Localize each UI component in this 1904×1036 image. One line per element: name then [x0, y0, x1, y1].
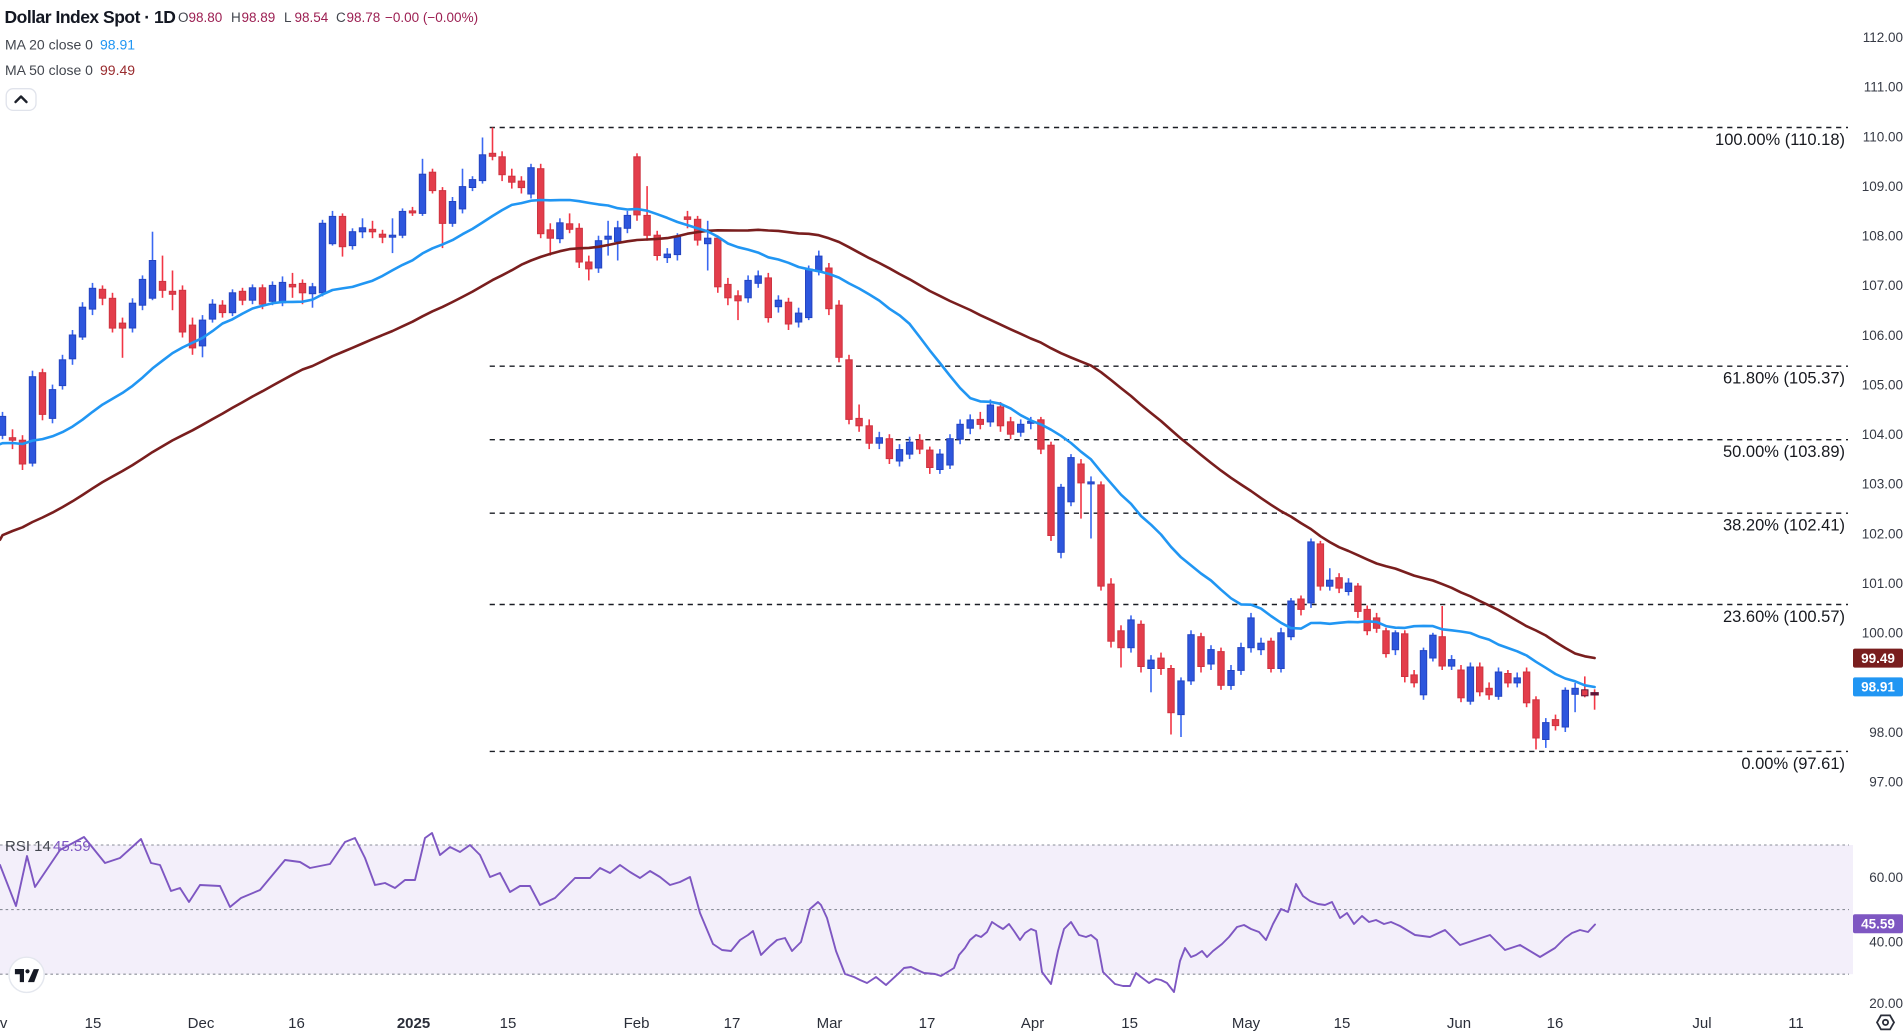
svg-text:108.00: 108.00 — [1862, 229, 1903, 244]
svg-text:15: 15 — [85, 1015, 102, 1032]
svg-text:98.89: 98.89 — [242, 10, 276, 25]
svg-text:109.00: 109.00 — [1862, 179, 1903, 194]
svg-text:40.00: 40.00 — [1869, 935, 1903, 950]
svg-text:O: O — [178, 10, 189, 25]
svg-text:107.00: 107.00 — [1862, 278, 1903, 293]
svg-text:−0.00 (−0.00%): −0.00 (−0.00%) — [385, 10, 478, 25]
svg-text:23.60% (100.57): 23.60% (100.57) — [1723, 608, 1845, 626]
svg-text:L: L — [284, 10, 292, 25]
svg-text:Dollar Index Spot · 1D: Dollar Index Spot · 1D — [5, 7, 176, 27]
svg-text:17: 17 — [724, 1015, 741, 1032]
svg-text:15: 15 — [500, 1015, 517, 1032]
svg-text:102.00: 102.00 — [1862, 526, 1903, 541]
svg-text:111.00: 111.00 — [1864, 80, 1903, 95]
svg-text:2025: 2025 — [397, 1015, 430, 1032]
svg-text:20.00: 20.00 — [1869, 996, 1903, 1011]
svg-text:112.00: 112.00 — [1863, 30, 1903, 45]
svg-text:RSI 14: RSI 14 — [5, 838, 51, 855]
svg-text:Jun: Jun — [1447, 1015, 1471, 1032]
svg-text:Dec: Dec — [188, 1015, 215, 1032]
svg-text:99.49: 99.49 — [1861, 651, 1895, 666]
svg-text:38.20% (102.41): 38.20% (102.41) — [1723, 517, 1845, 535]
svg-text:16: 16 — [288, 1015, 305, 1032]
svg-text:15: 15 — [1334, 1015, 1351, 1032]
svg-text:45.59: 45.59 — [1861, 917, 1895, 932]
svg-text:Apr: Apr — [1021, 1015, 1044, 1032]
svg-text:98.80: 98.80 — [189, 10, 223, 25]
svg-text:98.54: 98.54 — [295, 10, 329, 25]
svg-text:17: 17 — [919, 1015, 936, 1032]
svg-text:98.00: 98.00 — [1869, 725, 1903, 740]
svg-text:110.00: 110.00 — [1863, 129, 1903, 144]
svg-text:97.00: 97.00 — [1869, 775, 1903, 790]
svg-text:May: May — [1232, 1015, 1261, 1032]
svg-text:61.80% (105.37): 61.80% (105.37) — [1723, 370, 1845, 388]
svg-text:103.00: 103.00 — [1862, 477, 1903, 492]
svg-text:MA 20 close 0: MA 20 close 0 — [5, 37, 93, 53]
svg-text:11: 11 — [1788, 1015, 1804, 1032]
svg-text:99.49: 99.49 — [100, 62, 135, 78]
svg-text:104.00: 104.00 — [1862, 427, 1903, 442]
svg-text:0.00% (97.61): 0.00% (97.61) — [1741, 755, 1845, 773]
svg-text:MA 50 close 0: MA 50 close 0 — [5, 62, 93, 78]
svg-text:H: H — [231, 10, 241, 25]
svg-text:Feb: Feb — [624, 1015, 650, 1032]
svg-text:50.00% (103.89): 50.00% (103.89) — [1723, 443, 1845, 461]
svg-text:16: 16 — [1547, 1015, 1564, 1032]
svg-text:100.00: 100.00 — [1862, 626, 1903, 641]
svg-text:98.91: 98.91 — [1861, 680, 1895, 695]
svg-text:C: C — [336, 10, 346, 25]
svg-text:Mar: Mar — [817, 1015, 843, 1032]
svg-text:98.91: 98.91 — [100, 37, 135, 53]
svg-text:15: 15 — [1121, 1015, 1138, 1032]
svg-text:106.00: 106.00 — [1862, 328, 1903, 343]
svg-text:98.78: 98.78 — [347, 10, 381, 25]
svg-text:105.00: 105.00 — [1862, 377, 1903, 392]
svg-text:Jul: Jul — [1692, 1015, 1711, 1032]
svg-text:60.00: 60.00 — [1869, 870, 1903, 885]
svg-text:100.00% (110.18): 100.00% (110.18) — [1715, 131, 1845, 149]
svg-text:45.59: 45.59 — [53, 838, 91, 855]
svg-text:Nov: Nov — [0, 1015, 8, 1032]
svg-text:101.00: 101.00 — [1862, 576, 1903, 591]
